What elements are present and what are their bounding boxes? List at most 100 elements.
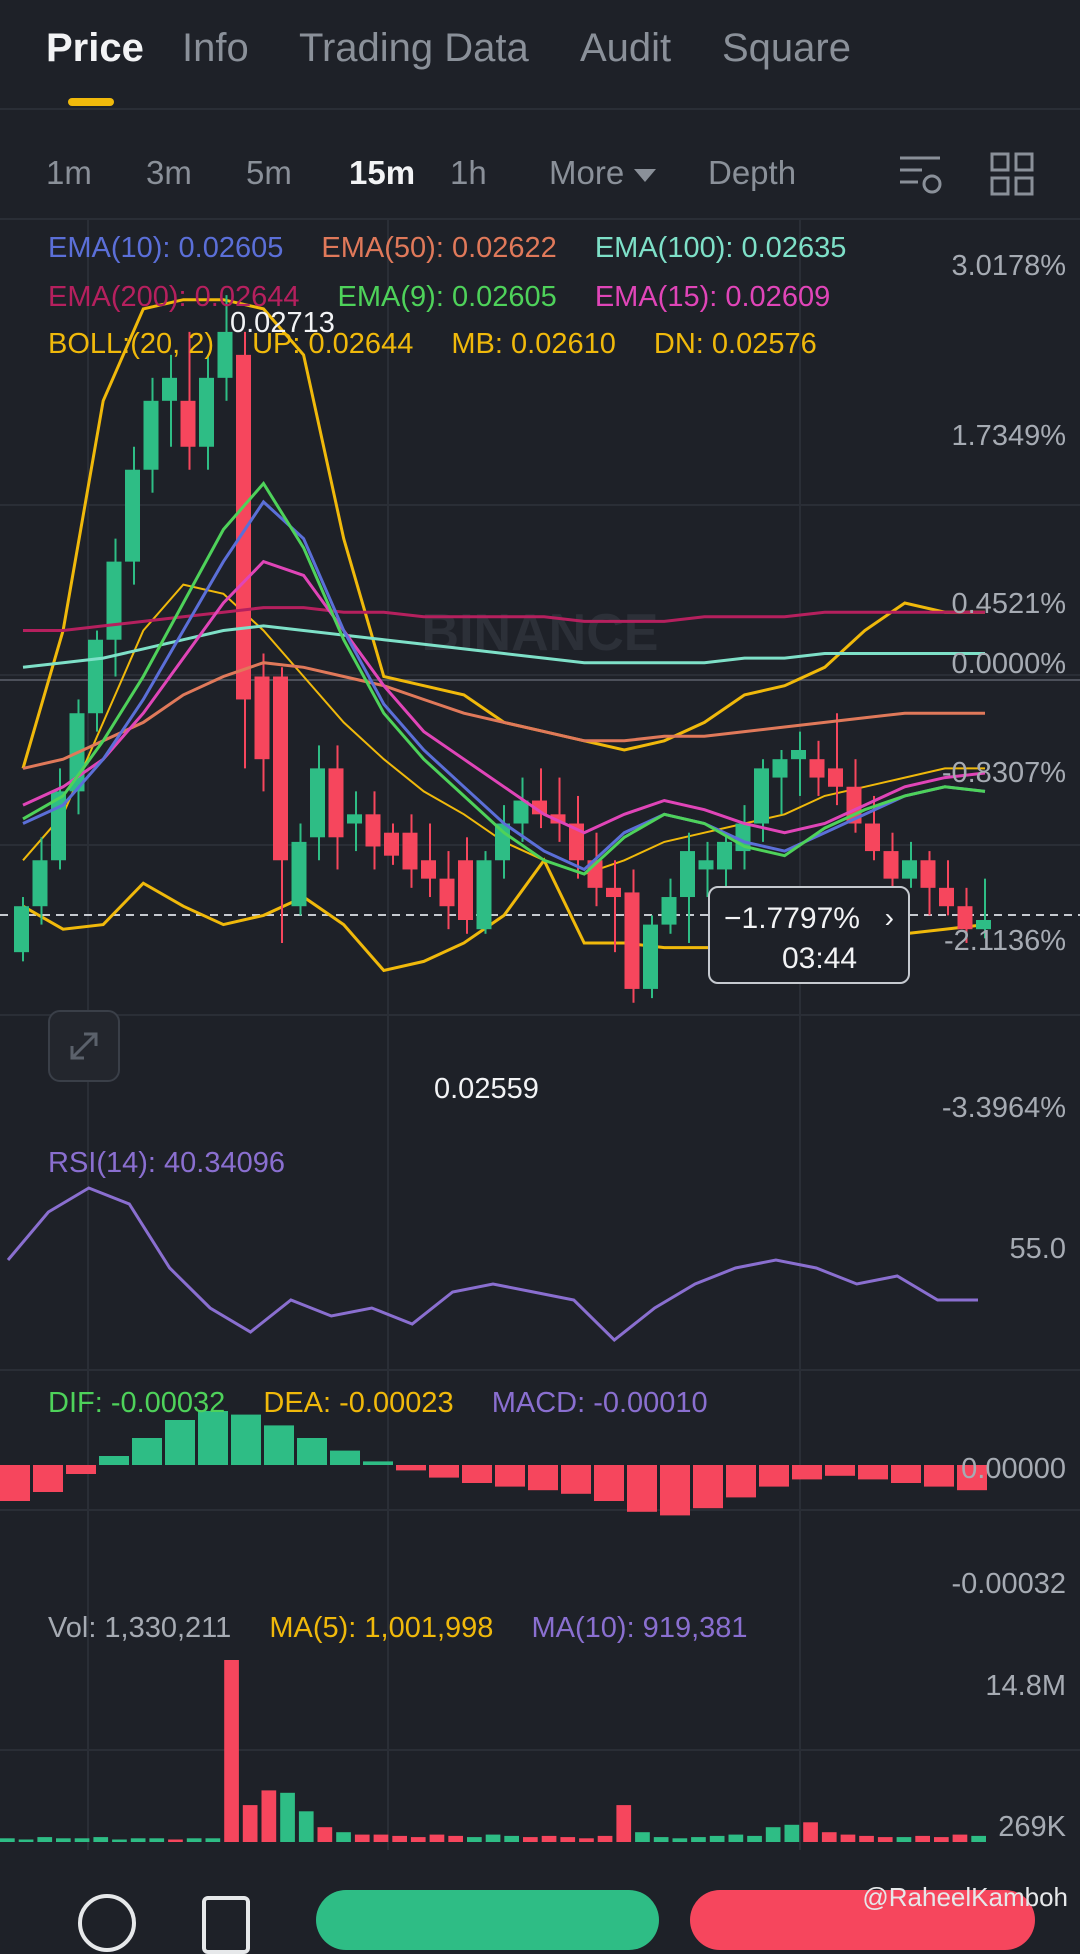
candle-body: [273, 676, 288, 861]
interval-15m[interactable]: 15m: [349, 154, 416, 191]
volume-bar: [112, 1839, 127, 1842]
volume-bar: [877, 1837, 893, 1842]
candle-body: [532, 800, 547, 815]
candle-body: [421, 860, 436, 879]
tab-trading-data[interactable]: Trading Data: [299, 26, 529, 70]
macd-bar: [660, 1465, 690, 1516]
macd-bar: [429, 1465, 459, 1478]
candle-body: [143, 400, 159, 470]
interval-1m[interactable]: 1m: [46, 154, 92, 191]
volume-bar: [224, 1660, 239, 1842]
candle-body: [939, 887, 954, 907]
ema100-line: [22, 624, 985, 669]
indicator-settings-icon[interactable]: [896, 150, 944, 198]
tab-audit[interactable]: Audit: [580, 26, 672, 70]
candle-body: [606, 887, 621, 898]
volume-bar: [560, 1837, 576, 1842]
volume-bar: [261, 1790, 277, 1842]
tab-info[interactable]: Info: [182, 26, 249, 70]
ema9-line: [22, 480, 986, 876]
axis-label-7: -3.3964%: [941, 1092, 1066, 1124]
interval-3m[interactable]: 3m: [146, 154, 192, 191]
high-price-label: 0.02713: [230, 307, 335, 339]
volume-bar: [597, 1835, 613, 1842]
current-price-tooltip[interactable]: −1.7797% › 03:44: [708, 886, 910, 984]
active-tab-indicator: [68, 98, 114, 106]
volume-label: Vol: 1,330,211: [48, 1612, 232, 1644]
chevron-right-icon: ›: [884, 902, 894, 933]
ema200-label: EMA(200): 0.02644: [48, 281, 300, 313]
macd-bar: [858, 1465, 888, 1480]
interval-5m[interactable]: 5m: [246, 154, 292, 191]
boll-dn-label: DN: 0.02576: [653, 328, 817, 360]
volume-bar: [429, 1834, 445, 1842]
volume-bar: [971, 1835, 986, 1842]
candle-body: [439, 878, 455, 907]
fullscreen-button[interactable]: [48, 1010, 120, 1082]
volume-bar: [448, 1835, 463, 1842]
candle-body: [698, 860, 714, 870]
volume-bar: [840, 1834, 856, 1842]
macd-bar: [0, 1465, 30, 1501]
price-chart[interactable]: BINANCE: [0, 220, 1080, 1850]
candle-body: [495, 823, 510, 861]
rsi-label: RSI(14): 40.34096: [48, 1147, 285, 1179]
candle-body: [680, 851, 695, 898]
macd-bar: [99, 1456, 129, 1465]
boll-label: BOLL:(20, 2): [48, 328, 215, 360]
ema50-line: [22, 661, 985, 770]
ema50-label: EMA(50): 0.02622: [321, 232, 557, 264]
macd-bar: [627, 1465, 657, 1512]
orders-icon[interactable]: [202, 1896, 250, 1954]
rsi-line: [6, 1186, 978, 1343]
candle-body: [328, 768, 344, 838]
chevron-down-icon: [634, 168, 657, 182]
macd-axis-top: 0.00000: [961, 1453, 1066, 1485]
volume-bar: [691, 1837, 706, 1842]
candle-body: [254, 676, 270, 760]
macd-axis-bottom: -0.00032: [951, 1568, 1067, 1600]
more-options-icon[interactable]: [78, 1894, 136, 1952]
boll-up-label: UP: 0.02644: [252, 328, 414, 360]
volume-bar: [485, 1834, 501, 1842]
volume-bar: [93, 1837, 109, 1842]
volume-bar: [859, 1835, 874, 1842]
volume-bar: [747, 1835, 762, 1842]
candle-body: [14, 906, 29, 953]
macd-bar: [693, 1465, 723, 1509]
candle-body: [902, 860, 917, 879]
candle-body: [162, 377, 177, 401]
candle-body: [125, 469, 140, 562]
expand-icon: [70, 1032, 98, 1060]
macd-bar: [891, 1465, 921, 1483]
volume-bar: [130, 1838, 146, 1842]
macd-bar: [726, 1465, 756, 1498]
macd-bar: [330, 1450, 360, 1465]
volume-bar: [467, 1837, 482, 1842]
volume-bar: [242, 1805, 258, 1842]
macd-bar: [198, 1411, 228, 1465]
interval-1h[interactable]: 1h: [450, 154, 487, 191]
tab-depth[interactable]: Depth: [708, 154, 797, 191]
candle-body: [976, 920, 991, 930]
more-dropdown[interactable]: More: [549, 154, 657, 192]
price-change-percent: −1.7797%: [724, 902, 860, 935]
ema-legend-row-1: EMA(10): 0.02605 EMA(50): 0.02622 EMA(10…: [48, 232, 876, 265]
axis-label-6: -2.1136%: [944, 925, 1066, 957]
candle-body: [920, 860, 936, 888]
macd-bar: [33, 1465, 63, 1492]
candle-body: [88, 639, 103, 714]
grid-layout-icon[interactable]: [988, 150, 1036, 198]
candle-body: [32, 860, 48, 907]
volume-bar: [803, 1822, 818, 1842]
volume-bar: [915, 1835, 930, 1842]
candle-body: [865, 823, 880, 852]
tab-square[interactable]: Square: [722, 26, 851, 70]
candle-body: [217, 331, 233, 378]
tab-price[interactable]: Price: [46, 26, 144, 70]
volume-axis-bottom: 269K: [998, 1811, 1066, 1843]
ema200-line: [23, 606, 985, 632]
macd-bar: [297, 1438, 327, 1465]
buy-button[interactable]: [316, 1890, 659, 1950]
macd-bar: [66, 1465, 96, 1474]
